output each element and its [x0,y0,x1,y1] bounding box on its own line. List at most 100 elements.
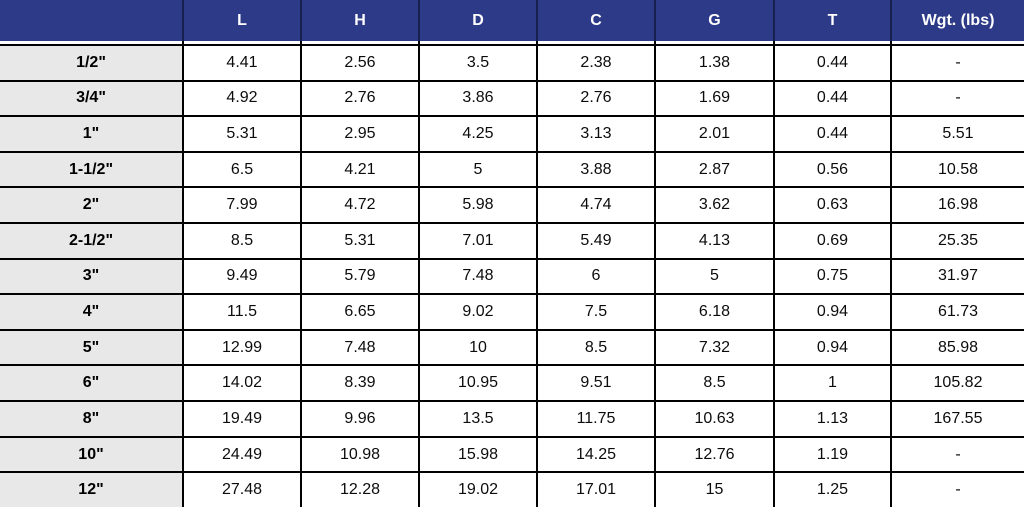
data-cell: 12.76 [654,435,775,474]
header-cell-c: C [536,0,656,41]
data-cell: 14.02 [182,364,302,403]
table-row: 4" 11.5 6.65 9.02 7.5 6.18 0.94 61.73 [0,293,1024,331]
table-row: 1" 5.31 2.95 4.25 3.13 2.01 0.44 5.51 [0,115,1024,153]
data-cell: 6 [536,257,656,296]
data-cell: - [890,435,1024,474]
data-cell: 0.44 [773,79,892,118]
table-row: 6" 14.02 8.39 10.95 9.51 8.5 1 105.82 [0,364,1024,403]
data-cell: 0.44 [773,44,892,82]
row-label-cell: 2-1/2" [0,222,184,260]
table-row: 2" 7.99 4.72 5.98 4.74 3.62 0.63 16.98 [0,186,1024,225]
data-cell: 7.32 [654,328,775,367]
data-cell: 7.48 [300,328,420,367]
data-cell: 12.28 [300,471,420,507]
data-cell: 1.25 [773,471,892,507]
header-cell-d: D [418,0,538,41]
header-cell-t: T [773,0,892,41]
header-row: L H D C G T Wgt. (lbs) [0,0,1024,41]
row-label-cell: 3" [0,257,184,296]
data-cell: 6.65 [300,293,420,331]
header-cell-size [0,0,184,41]
row-label-cell: 8" [0,400,184,438]
data-cell: 1 [773,364,892,403]
data-cell: - [890,79,1024,118]
data-cell: 5.79 [300,257,420,296]
data-cell: 16.98 [890,186,1024,225]
data-cell: 6.5 [182,150,302,189]
data-cell: 3.13 [536,115,656,153]
data-cell: 0.56 [773,150,892,189]
row-label-cell: 4" [0,293,184,331]
data-cell: 19.49 [182,400,302,438]
data-cell: 0.63 [773,186,892,225]
data-cell: 1.69 [654,79,775,118]
header-cell-wgt: Wgt. (lbs) [890,0,1024,41]
data-cell: 4.25 [418,115,538,153]
data-cell: 3.5 [418,44,538,82]
data-cell: 4.21 [300,150,420,189]
data-cell: 7.99 [182,186,302,225]
data-cell: 31.97 [890,257,1024,296]
table-row: 1/2" 4.41 2.56 3.5 2.38 1.38 0.44- [0,44,1024,82]
data-cell: 8.39 [300,364,420,403]
data-cell: 1.38 [654,44,775,82]
data-cell: 2.87 [654,150,775,189]
data-cell: 5 [418,150,538,189]
data-cell: 13.5 [418,400,538,438]
data-cell: 27.48 [182,471,302,507]
row-label-cell: 10" [0,435,184,474]
data-cell: 3.86 [418,79,538,118]
data-cell: 1.19 [773,435,892,474]
row-label-cell: 1" [0,115,184,153]
data-cell: 10.95 [418,364,538,403]
data-cell: 25.35 [890,222,1024,260]
data-cell: 0.44 [773,115,892,153]
data-cell: 0.94 [773,328,892,367]
table-body: 1/2" 4.41 2.56 3.5 2.38 1.38 0.44-3/4" 4.92 2.76… [0,44,1024,507]
table-header: L H D C G T Wgt. (lbs) [0,0,1024,45]
row-label-cell: 3/4" [0,79,184,118]
table-row: 10" 24.49 10.98 15.98 14.25 12.76 1.19- [0,435,1024,474]
data-cell: 2.38 [536,44,656,82]
data-cell: 7.48 [418,257,538,296]
data-cell: 0.69 [773,222,892,260]
header-cell-g: G [654,0,775,41]
data-cell: 7.5 [536,293,656,331]
header-cell-h: H [300,0,420,41]
data-cell: 2.76 [536,79,656,118]
data-cell: 9.96 [300,400,420,438]
row-label-cell: 1-1/2" [0,150,184,189]
data-cell: 12.99 [182,328,302,367]
data-cell: 10.63 [654,400,775,438]
data-cell: 4.92 [182,79,302,118]
table-row: 5" 12.99 7.48 10 8.5 7.32 0.94 85.98 [0,328,1024,367]
data-cell: 3.62 [654,186,775,225]
row-label-cell: 12" [0,471,184,507]
table-row: 8" 19.49 9.96 13.5 11.75 10.63 1.13 167.55 [0,400,1024,438]
header-cell-l: L [182,0,302,41]
data-cell: 2.76 [300,79,420,118]
data-cell: 14.25 [536,435,656,474]
data-cell: 4.74 [536,186,656,225]
data-cell: 15 [654,471,775,507]
data-cell: 0.94 [773,293,892,331]
data-cell: 1.13 [773,400,892,438]
row-label-cell: 1/2" [0,44,184,82]
data-cell: 11.5 [182,293,302,331]
data-cell: 8.5 [654,364,775,403]
data-cell: 2.56 [300,44,420,82]
row-label-cell: 5" [0,328,184,367]
table-row: 12" 27.48 12.28 19.02 17.01 15 1.25- [0,471,1024,507]
data-cell: 3.88 [536,150,656,189]
data-cell: 2.95 [300,115,420,153]
data-cell: 6.18 [654,293,775,331]
table-row: 1-1/2" 6.5 4.21 5 3.88 2.87 0.56 10.58 [0,150,1024,189]
data-cell: 5.31 [300,222,420,260]
data-cell: 0.75 [773,257,892,296]
data-cell: 61.73 [890,293,1024,331]
data-cell: 19.02 [418,471,538,507]
data-cell: 105.82 [890,364,1024,403]
data-cell: 9.51 [536,364,656,403]
data-cell: 9.49 [182,257,302,296]
